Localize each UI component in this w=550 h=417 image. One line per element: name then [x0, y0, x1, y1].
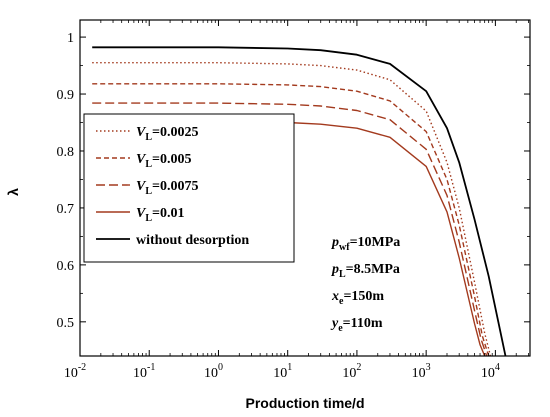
- annotation-text: xe=150m: [331, 289, 384, 307]
- annotation-text: pL=8.5MPa: [331, 262, 400, 280]
- annotation-text: ye=110m: [330, 316, 383, 334]
- x-tick-label: 100: [204, 362, 223, 381]
- x-tick-label: 10-2: [64, 362, 86, 381]
- x-tick-label: 104: [481, 362, 500, 381]
- y-tick-label: 0.7: [57, 202, 75, 217]
- x-axis: 10-2 10-1 100 101 102 103 104: [64, 20, 529, 381]
- annotations: pwf=10MPa pL=8.5MPa xe=150m ye=110m: [330, 235, 400, 334]
- x-tick-label: 103: [412, 362, 431, 381]
- legend-label: VL=0.005: [136, 152, 192, 170]
- legend-label: VL=0.0025: [136, 125, 199, 143]
- legend-box: [83, 113, 295, 263]
- y-tick-label: 0.5: [57, 316, 75, 331]
- y-axis: 0.5 0.6 0.7 0.8 0.9 1: [57, 31, 530, 331]
- y-tick-label: 0.6: [57, 259, 75, 274]
- series-line-4: [92, 46, 507, 356]
- legend-label: without desorption: [136, 233, 249, 248]
- y-tick-label: 0.8: [57, 145, 75, 160]
- annotation-text: pwf=10MPa: [331, 235, 400, 253]
- x-tick-label: 102: [342, 362, 361, 381]
- legend: VL=0.0025 VL=0.005 VL=0.0075 VL=0.01 without…: [83, 113, 295, 263]
- series-line-1: [92, 83, 490, 356]
- y-tick-label: 1: [67, 31, 74, 46]
- legend-label: VL=0.0075: [136, 179, 199, 197]
- series-line-2: [92, 102, 488, 356]
- x-tick-label: 10-1: [133, 362, 155, 381]
- y-axis-title: λ: [5, 188, 21, 196]
- x-tick-label: 101: [273, 362, 292, 381]
- x-axis-title: Production time/d: [246, 395, 365, 411]
- y-tick-label: 0.9: [57, 88, 75, 103]
- plot-frame: [79, 19, 531, 357]
- legend-label: VL=0.01: [136, 206, 185, 224]
